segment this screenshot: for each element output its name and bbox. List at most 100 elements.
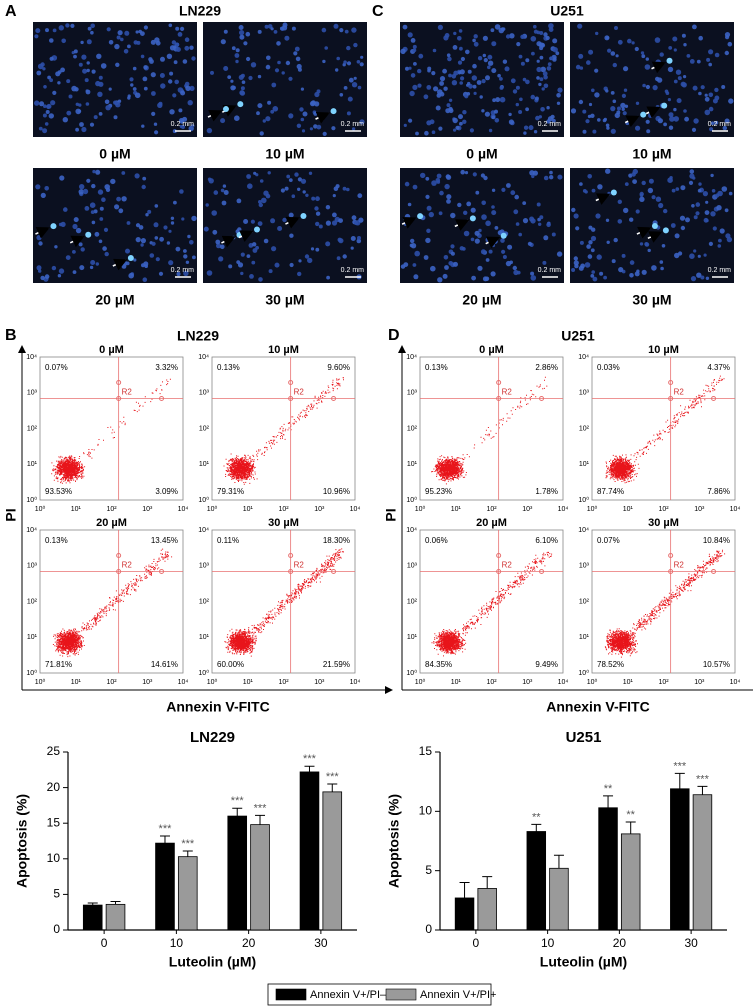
nucleus: [342, 186, 347, 191]
nucleus: [673, 107, 677, 112]
y-tick-label: 10³: [199, 563, 210, 570]
nucleus: [339, 93, 344, 97]
nucleus: [175, 246, 181, 252]
gate-handle: [539, 568, 545, 574]
nucleus: [251, 260, 256, 265]
nucleus: [448, 73, 452, 78]
nucleus: [297, 271, 302, 277]
nucleus: [499, 85, 504, 90]
nucleus: [597, 184, 603, 190]
nucleus: [117, 99, 122, 103]
nucleus: [624, 104, 629, 109]
nucleus: [220, 244, 225, 250]
nucleus: [438, 211, 443, 216]
nucleus: [127, 94, 131, 98]
nucleus: [708, 92, 714, 98]
nucleus: [315, 247, 320, 252]
nucleus: [93, 115, 98, 120]
nucleus: [627, 38, 632, 44]
nucleus: [450, 212, 456, 219]
nucleus: [536, 76, 540, 80]
nucleus: [238, 25, 244, 30]
bar: [299, 771, 320, 931]
nucleus: [665, 91, 670, 95]
quadrant-percent: 93.53%: [45, 487, 72, 496]
nucleus: [509, 260, 513, 265]
nucleus: [408, 66, 412, 70]
nucleus: [246, 56, 251, 62]
nucleus: [313, 124, 318, 129]
nucleus: [86, 68, 90, 73]
apoptotic-nucleus: [127, 255, 134, 262]
nucleus: [518, 232, 522, 237]
nucleus: [42, 128, 48, 134]
nucleus: [588, 102, 593, 107]
nucleus: [78, 62, 83, 67]
y-tick-label: 0: [53, 922, 60, 936]
nucleus: [515, 102, 519, 107]
nucleus: [507, 244, 513, 250]
nucleus: [318, 224, 323, 229]
nucleus: [631, 172, 636, 177]
nucleus: [425, 237, 431, 244]
nucleus: [485, 220, 491, 227]
nucleus: [211, 210, 217, 216]
nucleus: [675, 187, 680, 191]
nucleus: [536, 41, 542, 47]
nucleus: [712, 226, 717, 231]
nucleus: [168, 79, 173, 84]
nucleus: [130, 83, 134, 87]
nucleus: [160, 56, 165, 62]
quadrant-percent: 21.59%: [323, 660, 350, 669]
y-tick-label: 10²: [27, 598, 38, 605]
nucleus: [501, 187, 506, 192]
nucleus: [110, 178, 116, 185]
nucleus: [304, 254, 310, 259]
nucleus: [151, 241, 156, 246]
nucleus: [450, 244, 455, 249]
quadrant-percent: 10.96%: [323, 487, 350, 496]
nucleus: [522, 218, 529, 224]
nucleus: [483, 58, 488, 63]
nucleus: [635, 125, 641, 131]
nucleus: [227, 75, 232, 79]
nucleus: [466, 201, 472, 207]
y-tick-label: 5: [53, 887, 60, 901]
nucleus: [592, 129, 597, 134]
nucleus: [238, 74, 244, 80]
nucleus: [418, 53, 424, 59]
nucleus: [183, 254, 188, 259]
nucleus: [446, 103, 451, 108]
nucleus: [438, 126, 443, 131]
nucleus: [34, 100, 40, 106]
nucleus: [276, 41, 281, 46]
y-tick-label: 10⁰: [578, 496, 589, 504]
plot-frame: [419, 529, 564, 674]
nucleus: [480, 249, 486, 255]
nucleus: [262, 119, 266, 123]
nucleus: [494, 226, 499, 230]
y-tick-label: 10¹: [199, 634, 210, 641]
nucleus: [163, 225, 168, 230]
nucleus: [350, 236, 356, 241]
nucleus: [722, 125, 727, 131]
nucleus: [607, 48, 612, 53]
nucleus: [37, 63, 44, 70]
x-tick-label: 10³: [142, 679, 153, 686]
nucleus: [538, 222, 542, 226]
nucleus: [265, 64, 271, 70]
nucleus: [159, 73, 165, 78]
nucleus: [452, 45, 458, 50]
nucleus: [74, 87, 79, 92]
nucleus: [265, 193, 271, 199]
arrow: [207, 109, 223, 122]
y-tick-label: 10⁴: [406, 354, 417, 361]
image-label: 30 µM: [265, 292, 304, 308]
nucleus: [663, 122, 667, 127]
nucleus: [696, 272, 702, 278]
nucleus: [543, 175, 549, 181]
nucleus: [259, 179, 264, 183]
plot-frame: [591, 356, 736, 501]
x-tick-label: 10⁰: [207, 505, 218, 513]
nucleus: [265, 116, 271, 122]
